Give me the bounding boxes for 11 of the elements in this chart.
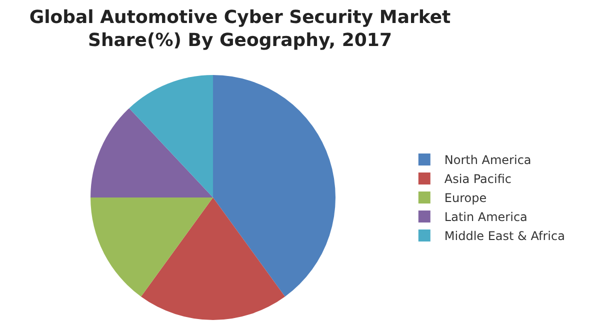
- legend-label: Asia Pacific: [444, 172, 512, 186]
- pie-slice: [213, 75, 336, 297]
- legend-label: Latin America: [444, 210, 528, 224]
- pie-slice: [140, 198, 286, 320]
- pie-slice: [129, 75, 213, 198]
- pie-slice: [90, 108, 213, 198]
- chart-title: Global Automotive Cyber Security Market Share(%) By Geography, 2017: [29, 6, 452, 52]
- pie-slice: [90, 198, 213, 297]
- legend-label: Europe: [444, 191, 487, 206]
- legend-label: Middle East & Africa: [444, 229, 565, 244]
- legend-label: North America: [444, 153, 532, 168]
